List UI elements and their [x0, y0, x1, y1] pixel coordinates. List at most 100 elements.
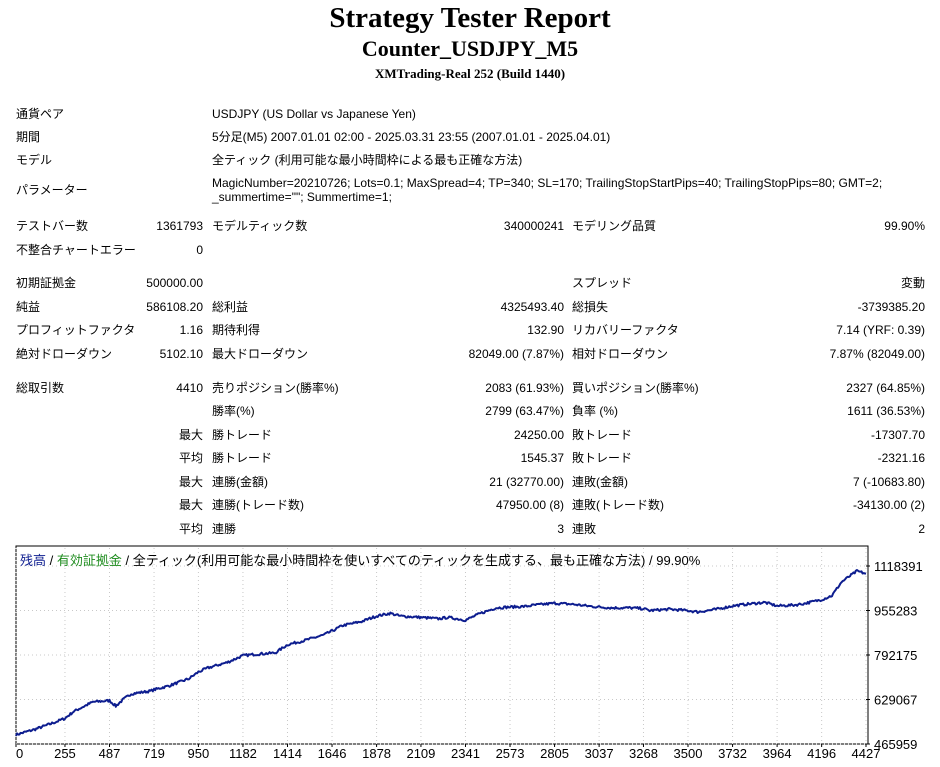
largest-win-value: 24250.00 — [513, 428, 564, 442]
x-tick-label: 2341 — [451, 746, 480, 761]
x-tick-label: 3037 — [585, 746, 614, 761]
pair-label: 通貨ペア — [16, 107, 65, 121]
legend-equity: 有効証拠金 — [56, 553, 122, 568]
period-label: 期間 — [16, 130, 41, 144]
net-value: 586108.20 — [146, 300, 203, 314]
avg-cons-win-label: 連勝 — [212, 522, 237, 536]
cons-loss-amt-label: 連敗(金額) — [572, 475, 628, 489]
spread-value: 変動 — [900, 276, 925, 290]
report-title: Strategy Tester Report — [329, 2, 611, 34]
model-label: モデル — [16, 153, 53, 167]
spread-label: スプレッド — [572, 276, 633, 290]
largest-loss-value: -17307.70 — [870, 428, 925, 442]
avg-prefix-1: 平均 — [178, 451, 203, 465]
pf-label: プロフィットファクタ — [16, 323, 136, 337]
y-tick-label: 955283 — [874, 604, 917, 619]
recovery-value: 7.14 (YRF: 0.39) — [836, 323, 925, 337]
legend-sep: / — [46, 553, 57, 568]
x-tick-label: 1646 — [318, 746, 347, 761]
plot-frame — [15, 545, 869, 745]
largest-win-label: 勝トレード — [212, 428, 273, 442]
max-prefix-2: 最大 — [178, 475, 203, 489]
long-value: 2327 (64.85%) — [846, 381, 925, 395]
x-tick-label: 1878 — [362, 746, 391, 761]
ticks-value: 340000241 — [503, 219, 564, 233]
mismatch-value: 0 — [196, 243, 203, 257]
x-tick-label: 2805 — [540, 746, 569, 761]
max-prefix-3: 最大 — [178, 498, 203, 512]
y-tick-label: 629067 — [874, 693, 917, 708]
quality-label: モデリング品質 — [572, 219, 657, 233]
legend-balance: 残高 — [20, 553, 47, 568]
cons-win-amt-value: 21 (32770.00) — [489, 475, 564, 489]
y-tick-label: 792175 — [874, 648, 917, 663]
long-label: 買いポジション(勝率%) — [572, 381, 699, 395]
period-value: 5分足(M5) 2007.01.01 02:00 - 2025.03.31 23… — [212, 130, 611, 144]
pf-value: 1.16 — [179, 323, 203, 337]
net-label: 純益 — [16, 300, 41, 314]
recovery-label: リカバリーファクタ — [572, 323, 679, 337]
trades-label: 総取引数 — [16, 381, 65, 395]
x-tick-label: 1182 — [229, 746, 257, 761]
expected-value: 132.90 — [527, 323, 564, 337]
gross-profit-value: 4325493.40 — [500, 300, 564, 314]
x-tick-label: 0 — [16, 746, 23, 761]
gross-loss-value: -3739385.20 — [857, 300, 925, 314]
params-label: パラメーター — [16, 183, 88, 197]
model-value: 全ティック (利用可能な最小時間枠による最も正確な方法) — [212, 153, 523, 167]
short-value: 2083 (61.93%) — [485, 381, 564, 395]
deposit-label: 初期証拠金 — [16, 276, 77, 290]
expected-label: 期待利得 — [212, 323, 261, 337]
grid-lines — [15, 548, 867, 745]
deposit-value: 500000.00 — [146, 276, 203, 290]
avg-cons-loss-label: 連敗 — [572, 522, 597, 536]
x-tick-label: 3500 — [674, 746, 703, 761]
x-tick-label: 2109 — [406, 746, 435, 761]
loss-rate-value: 1611 (36.53%) — [847, 404, 925, 418]
cons-loss-profit-label: 連敗(トレード数) — [572, 498, 664, 512]
cons-loss-amt-value: 7 (-10683.80) — [852, 475, 925, 489]
params-line2: _summertime=""; Summertime=1; — [212, 190, 392, 204]
loss-rate-label: 負率 (%) — [572, 404, 618, 418]
win-rate-value: 2799 (63.47%) — [485, 404, 564, 418]
max-prefix-1: 最大 — [178, 428, 203, 442]
x-tick-label: 487 — [99, 746, 121, 761]
series-layer — [15, 569, 867, 737]
quality-value: 99.90% — [884, 219, 925, 233]
avg-win-value: 1545.37 — [520, 451, 564, 465]
largest-loss-label: 敗トレード — [572, 428, 633, 442]
x-tick-label: 3964 — [763, 746, 792, 761]
bars-label: テストバー数 — [16, 219, 89, 233]
max-dd-label: 最大ドローダウン — [212, 347, 309, 361]
x-axis-ticks: 0 255 487 719 950 1182 1414 1646 1878 2109 2341 257… — [15, 744, 881, 761]
x-tick-label: 255 — [54, 746, 76, 761]
gross-profit-label: 総利益 — [212, 300, 249, 314]
x-tick-label: 3732 — [718, 746, 747, 761]
cons-win-profit-value: 47950.00 (8) — [495, 498, 564, 512]
avg-cons-win-value: 3 — [557, 522, 564, 536]
x-tick-label: 950 — [188, 746, 210, 761]
max-dd-value: 82049.00 (7.87%) — [468, 347, 564, 361]
avg-cons-loss-value: 2 — [918, 522, 925, 536]
abs-dd-value: 5102.10 — [159, 347, 203, 361]
gross-loss-label: 総損失 — [572, 300, 609, 314]
report-subtitle: Counter_USDJPY_M5 — [361, 36, 579, 61]
cons-win-amt-label: 連勝(金額) — [212, 475, 268, 489]
cons-win-profit-label: 連勝(トレード数) — [212, 498, 304, 512]
rel-dd-label: 相対ドローダウン — [572, 347, 669, 361]
x-tick-label: 2573 — [496, 746, 525, 761]
x-tick-label: 4427 — [852, 746, 881, 761]
y-axis-ticks: 1118391 955283 792175 629067 465959 — [866, 559, 923, 752]
avg-loss-value: -2321.16 — [877, 451, 925, 465]
mismatch-label: 不整合チャートエラー — [16, 243, 136, 257]
win-rate-label: 勝率(%) — [212, 404, 255, 418]
ticks-label: モデルティック数 — [212, 219, 308, 233]
avg-win-label: 勝トレード — [212, 451, 273, 465]
short-label: 売りポジション(勝率%) — [212, 381, 339, 395]
cons-loss-profit-value: -34130.00 (2) — [852, 498, 925, 512]
balance-line — [15, 569, 867, 737]
abs-dd-label: 絶対ドローダウン — [16, 347, 113, 361]
report-build: XMTrading-Real 252 (Build 1440) — [374, 66, 566, 81]
x-tick-label: 3268 — [629, 746, 658, 761]
